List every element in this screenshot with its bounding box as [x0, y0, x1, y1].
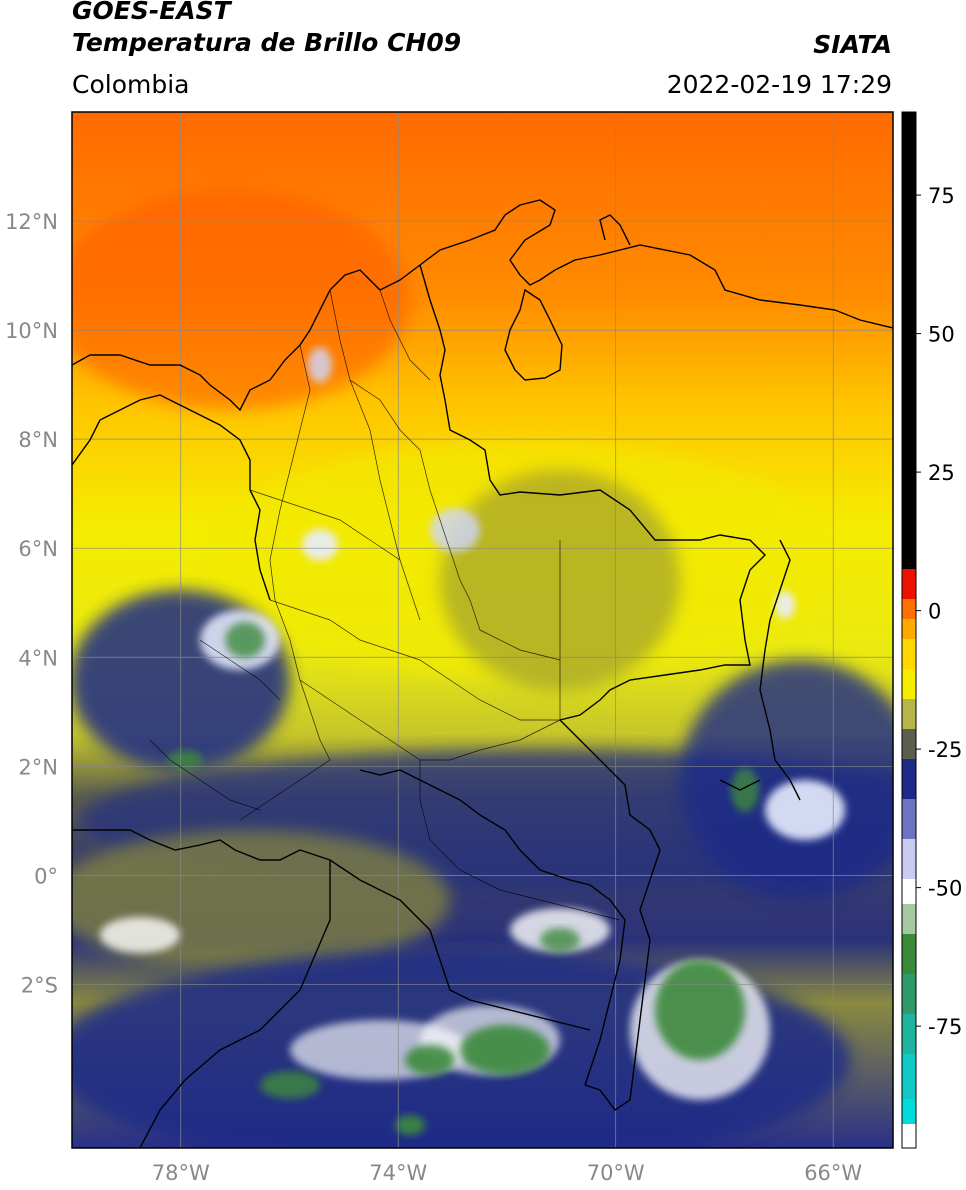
colorbar-segment-cyan	[902, 1099, 916, 1124]
lat-tick-label: 10°N	[5, 319, 58, 343]
region-label: Colombia	[72, 70, 190, 99]
department-borders	[149, 289, 621, 921]
colorbar-segment-olive-dark	[902, 729, 916, 759]
colorbar-segment-navy	[902, 759, 916, 799]
latitude-tick-labels: 12°N 10°N 8°N 6°N 4°N 2°N 0° 2°S	[5, 210, 58, 997]
lon-tick-label: 78°W	[152, 1161, 210, 1185]
colorbar-tick-label: 25	[928, 461, 955, 485]
colorbar: 75 50 25 0 -25 -50 -75	[901, 111, 962, 1149]
brightness-temperature-field	[72, 112, 893, 1148]
colorbar-segment-teal-green	[902, 974, 916, 1014]
lat-tick-label: 12°N	[5, 210, 58, 234]
colorbar-segment-green	[902, 934, 916, 974]
colorbar-segment-lavender	[902, 839, 916, 879]
colorbar-ticks: 75 50 25 0 -25 -50 -75	[916, 184, 962, 1039]
gridlines	[72, 112, 893, 1148]
colorbar-tick-label: 75	[928, 184, 955, 208]
colorbar-segment-olive-light	[902, 699, 916, 729]
lat-tick-label: 6°N	[18, 537, 58, 561]
source-label: SIATA	[813, 30, 892, 59]
lon-tick-label: 70°W	[587, 1161, 645, 1185]
map-frame	[71, 111, 894, 1149]
colorbar-tick-label: 0	[928, 600, 941, 624]
colorbar-segment-warm	[902, 599, 916, 619]
colorbar-segment-pale-green	[902, 904, 916, 934]
lat-tick-label: 4°N	[18, 646, 58, 670]
colorbar-segment-hot	[902, 112, 916, 569]
colorbar-segment-blue	[902, 799, 916, 839]
country-borders	[72, 199, 893, 1148]
lat-tick-label: 2°S	[21, 973, 58, 997]
colorbar-tick-label: -25	[928, 738, 962, 762]
longitude-tick-labels: 78°W 74°W 70°W 66°W	[152, 1161, 863, 1185]
lat-tick-label: 8°N	[18, 428, 58, 452]
colorbar-tick-label: -50	[928, 877, 962, 901]
colorbar-segment-yellow	[902, 669, 916, 699]
colorbar-tick-label: -75	[928, 1015, 962, 1039]
satellite-title: GOES-EAST	[72, 0, 231, 25]
colorbar-tick-label: 50	[928, 323, 955, 347]
lon-tick-label: 66°W	[804, 1161, 862, 1185]
lat-tick-label: 0°	[34, 864, 58, 888]
colorbar-segment-orange	[902, 619, 916, 639]
colorbar-segment-teal	[902, 1014, 916, 1054]
colorbar-segment-yellow-orange	[902, 639, 916, 669]
product-title: Temperatura de Brillo CH09	[72, 28, 462, 57]
datetime-label: 2022-02-19 17:29	[666, 70, 892, 99]
colorbar-segment-white	[902, 879, 916, 904]
colorbar-segment-warning	[902, 569, 916, 599]
lon-tick-label: 74°W	[369, 1161, 427, 1185]
colorbar-segment-end	[902, 1124, 916, 1148]
colorbar-frame	[901, 111, 917, 1149]
colorbar-segment-teal-cyan	[902, 1054, 916, 1099]
lat-tick-label: 2°N	[18, 755, 58, 779]
